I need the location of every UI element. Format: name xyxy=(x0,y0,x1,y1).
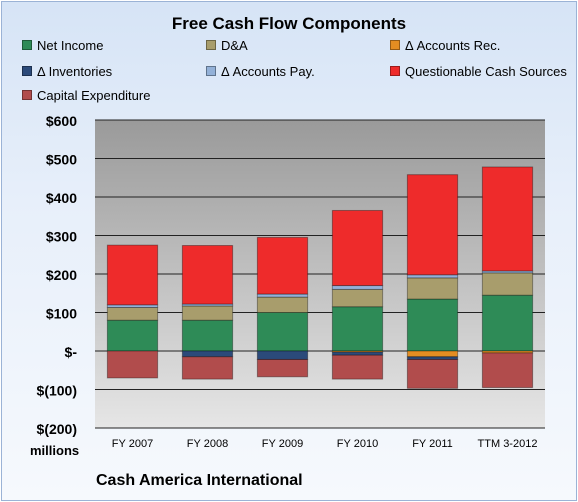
bar-segment xyxy=(481,352,534,389)
legend-swatch xyxy=(22,40,32,50)
x-tick-label: FY 2009 xyxy=(262,438,303,450)
bar-segment xyxy=(406,350,459,358)
bar-segment xyxy=(181,356,234,380)
bar-segment xyxy=(181,319,234,352)
x-tick-label: FY 2007 xyxy=(112,438,153,450)
legend-swatch xyxy=(206,66,216,76)
legend-label: Capital Expenditure xyxy=(37,88,151,103)
legend-item: Δ Accounts Pay. xyxy=(206,64,315,79)
y-tick-label: $200 xyxy=(46,267,77,283)
legend-label: Δ Accounts Pay. xyxy=(221,64,315,79)
bar-segment xyxy=(331,354,384,380)
x-tick-label: FY 2008 xyxy=(187,438,228,450)
x-tick-label: FY 2011 xyxy=(412,438,453,450)
company-name: Cash America International xyxy=(96,472,303,489)
y-tick-label: $600 xyxy=(46,113,77,129)
legend-swatch xyxy=(22,66,32,76)
legend-item: Δ Inventories xyxy=(22,64,112,79)
x-tick-label: TTM 3-2012 xyxy=(478,438,538,450)
bar-segment xyxy=(181,350,234,358)
bar-segment xyxy=(406,298,459,352)
legend-label: D&A xyxy=(221,38,248,53)
legend-item: Δ Accounts Rec. xyxy=(390,38,500,53)
legend-label: Δ Accounts Rec. xyxy=(405,38,501,53)
bar-segment xyxy=(256,350,309,360)
y-tick-label: $100 xyxy=(46,306,77,322)
y-tick-label: $400 xyxy=(46,190,77,206)
legend-label: Questionable Cash Sources xyxy=(405,64,567,79)
y-tick-label: $500 xyxy=(46,152,77,168)
bar-segment xyxy=(481,270,534,274)
bar-segment xyxy=(106,244,159,306)
legend-swatch xyxy=(390,66,400,76)
units-label: millions xyxy=(30,443,80,458)
bar-segment xyxy=(406,358,459,389)
legend-item: Questionable Cash Sources xyxy=(390,64,567,79)
bar-segment xyxy=(331,288,384,308)
y-tick-label: $(200) xyxy=(37,421,77,437)
legend-label: Δ Inventories xyxy=(37,64,113,79)
bar-segment xyxy=(331,285,384,290)
bar-segment xyxy=(181,305,234,321)
bar-segment xyxy=(106,350,159,379)
bar-segment xyxy=(331,306,384,352)
legend-item: Capital Expenditure xyxy=(22,88,150,103)
bar-segment xyxy=(406,277,459,300)
chart-title: Free Cash Flow Components xyxy=(171,14,407,33)
legend-swatch xyxy=(206,40,216,50)
bar-segment xyxy=(481,166,534,272)
bar-segment xyxy=(106,306,159,321)
y-tick-label: $(100) xyxy=(37,383,77,399)
bar-segment xyxy=(256,236,309,295)
bar-segment xyxy=(256,358,309,378)
bar-segment xyxy=(481,294,534,352)
bar-segment xyxy=(256,296,309,314)
legend-swatch xyxy=(22,90,32,100)
bar-segment xyxy=(406,174,459,276)
legend-swatch xyxy=(390,40,400,50)
bar-segment xyxy=(256,312,309,352)
x-tick-label: FY 2010 xyxy=(337,438,378,450)
bar-segment xyxy=(106,319,159,352)
legend-label: Net Income xyxy=(37,38,104,53)
y-tick-label: $- xyxy=(65,344,78,360)
legend-item: D&A xyxy=(206,38,248,53)
bar-segment xyxy=(181,245,234,305)
y-tick-label: $300 xyxy=(46,229,77,245)
bar-segment xyxy=(481,272,534,296)
legend-item: Net Income xyxy=(22,38,103,53)
bar-segment xyxy=(331,209,384,287)
